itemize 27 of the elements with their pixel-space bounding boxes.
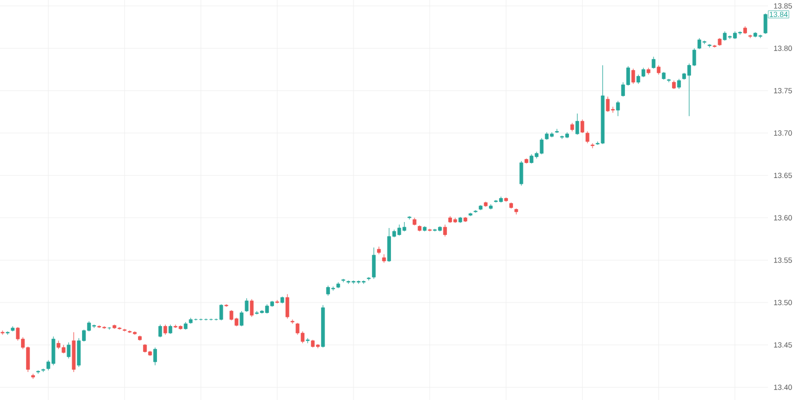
candlestick bbox=[31, 373, 35, 380]
candlestick bbox=[250, 298, 254, 318]
candlestick bbox=[555, 128, 559, 134]
candlestick bbox=[443, 224, 447, 237]
candlestick bbox=[656, 64, 660, 75]
candlestick bbox=[286, 294, 290, 319]
candlestick bbox=[580, 119, 584, 134]
candlestick bbox=[66, 342, 70, 359]
candlestick bbox=[590, 142, 594, 149]
candlestick bbox=[575, 113, 580, 136]
candlestick bbox=[616, 100, 620, 116]
candlestick bbox=[158, 324, 162, 338]
candlestick bbox=[168, 324, 172, 334]
candlestick bbox=[408, 216, 412, 220]
candlestick bbox=[677, 78, 681, 90]
candlestick bbox=[163, 324, 168, 336]
candlestick bbox=[290, 319, 294, 324]
candlestick bbox=[652, 56, 656, 69]
candlestick bbox=[372, 247, 376, 280]
candlestick bbox=[631, 68, 636, 84]
candlestick bbox=[153, 347, 157, 366]
candlestick bbox=[0, 330, 4, 336]
candlestick bbox=[520, 160, 524, 186]
candlestick bbox=[382, 254, 386, 264]
candlestick bbox=[240, 310, 244, 327]
candlestick bbox=[244, 298, 249, 312]
candlestick bbox=[586, 131, 590, 144]
